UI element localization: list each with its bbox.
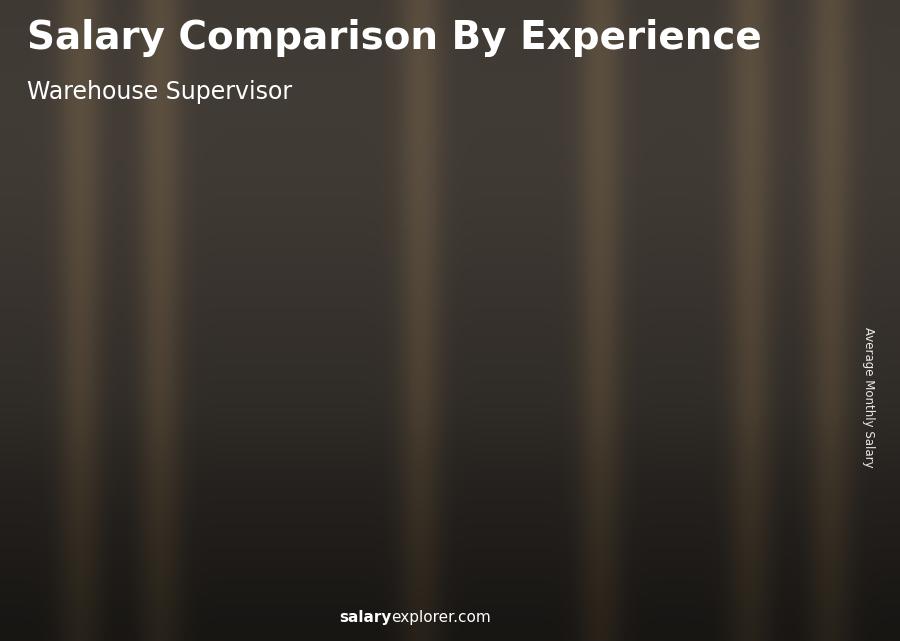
Bar [329,360,405,577]
Bar [719,273,794,577]
Bar [747,44,850,69]
Text: 7,770 EUR: 7,770 EUR [716,254,796,268]
Bar [787,273,794,577]
Text: Warehouse Supervisor: Warehouse Supervisor [27,80,293,104]
Text: +22%: +22% [401,285,463,304]
Text: 5,540 EUR: 5,540 EUR [327,342,408,355]
Bar [622,298,632,306]
Text: 7,130 EUR: 7,130 EUR [587,279,667,293]
Text: 3,890 EUR: 3,890 EUR [197,406,277,420]
Text: +9%: +9% [668,254,716,272]
Bar [103,467,112,470]
Bar [491,312,502,320]
Bar [752,273,761,282]
Text: salary: salary [339,610,392,625]
Bar [590,298,664,577]
Bar [747,19,850,44]
Bar [200,425,274,577]
Bar [719,273,726,577]
Bar [459,312,535,577]
Text: +42%: +42% [272,324,332,343]
Text: +38%: +38% [142,394,202,413]
Text: 2,820 EUR: 2,820 EUR [68,448,148,462]
Bar [70,467,77,577]
Text: Salary Comparison By Experience: Salary Comparison By Experience [27,19,761,57]
Text: 6,760 EUR: 6,760 EUR [457,294,537,308]
Text: Average Monthly Salary: Average Monthly Salary [862,327,875,468]
Bar [747,69,850,93]
Bar [362,360,373,367]
Text: explorer.com: explorer.com [392,610,491,625]
Bar [657,298,664,577]
Bar [70,467,145,577]
Bar [138,467,145,577]
Bar [267,425,274,577]
Bar [397,360,405,577]
Bar [232,425,242,429]
Bar [590,298,597,577]
Bar [329,360,337,577]
Text: +6%: +6% [538,278,586,296]
Bar [200,425,207,577]
Bar [527,312,535,577]
Bar [459,312,467,577]
